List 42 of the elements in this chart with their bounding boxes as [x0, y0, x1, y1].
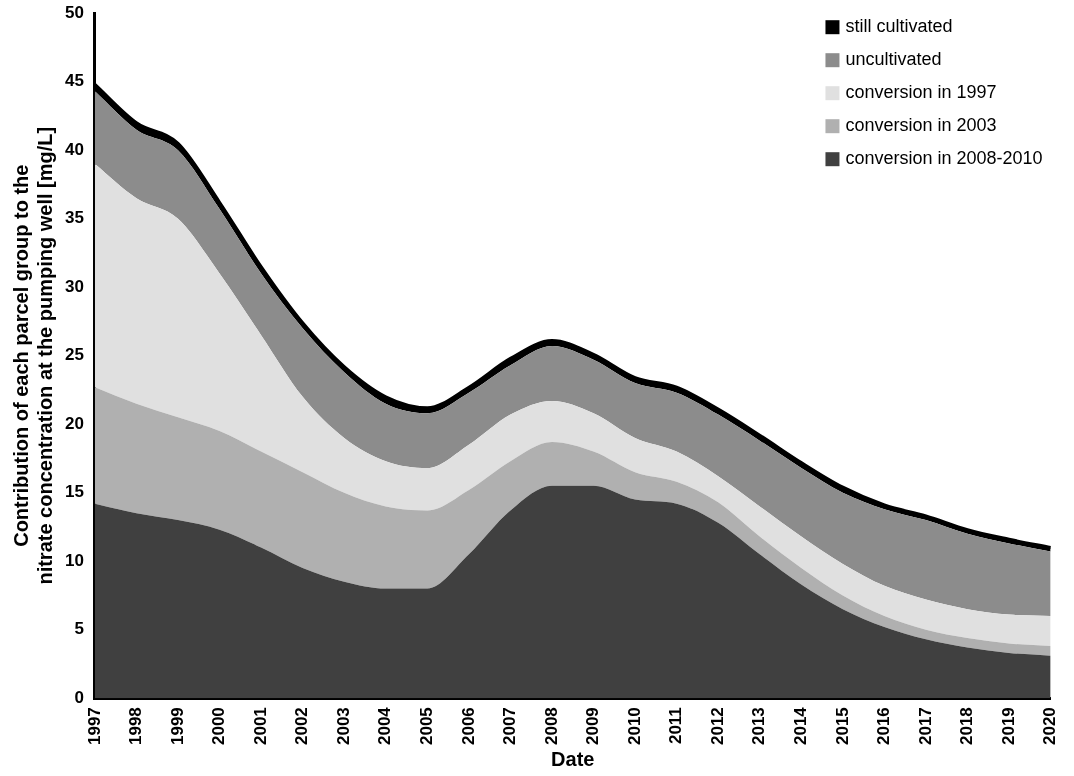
legend-label: conversion in 2003 — [845, 115, 997, 136]
x-tick-label: 2001 — [250, 707, 270, 746]
y-tick-label: 5 — [74, 619, 84, 639]
legend-label: still cultivated — [845, 16, 953, 37]
x-tick-label: 2013 — [749, 707, 769, 746]
x-tick-label: 1997 — [84, 707, 104, 746]
x-tick-label: 2015 — [832, 707, 852, 746]
x-tick-label: 2005 — [417, 707, 437, 746]
legend-label: conversion in 1997 — [845, 82, 997, 103]
x-tick-label: 2011 — [666, 707, 686, 745]
x-tick-label: 2003 — [333, 707, 353, 746]
y-tick-label: 20 — [64, 413, 84, 433]
x-tick-label: 2002 — [292, 707, 312, 746]
x-axis-title: Date — [551, 747, 595, 770]
y-tick-label: 35 — [64, 208, 84, 228]
y-tick-label: 30 — [64, 276, 84, 296]
y-tick-label: 0 — [74, 687, 84, 707]
x-tick-label: 2008 — [541, 707, 561, 746]
y-tick-label: 10 — [64, 550, 84, 570]
x-tick-label: 2014 — [790, 706, 810, 746]
x-tick-label: 2006 — [458, 707, 478, 746]
x-tick-label: 2019 — [998, 707, 1018, 746]
y-axis-title: Contribution of each parcel group to the nitrate concentration at the pumping well [mg/L] — [9, 126, 56, 585]
legend-label: uncultivated — [845, 49, 942, 70]
x-tick-label: 1999 — [167, 707, 187, 746]
x-tick-label: 2012 — [707, 707, 727, 746]
x-tick-label: 2007 — [500, 707, 520, 746]
x-tick-label: 2010 — [624, 707, 644, 746]
x-tick-label: 1998 — [126, 707, 146, 746]
legend-label: conversion in 2008-2010 — [845, 148, 1043, 169]
y-tick-label: 40 — [64, 139, 84, 159]
y-tick-label: 45 — [64, 71, 84, 91]
x-tick-label: 2016 — [874, 707, 894, 746]
x-tick-label: 2000 — [209, 707, 229, 746]
y-tick-label: 50 — [64, 2, 84, 22]
x-tick-label: 2004 — [375, 706, 395, 746]
x-tick-label: 2018 — [957, 707, 977, 746]
x-tick-label: 2009 — [583, 707, 603, 746]
y-tick-label: 15 — [64, 482, 84, 502]
x-tick-label: 2017 — [915, 707, 935, 746]
x-tick-label: 2020 — [1040, 707, 1060, 746]
y-tick-label: 25 — [64, 345, 84, 365]
